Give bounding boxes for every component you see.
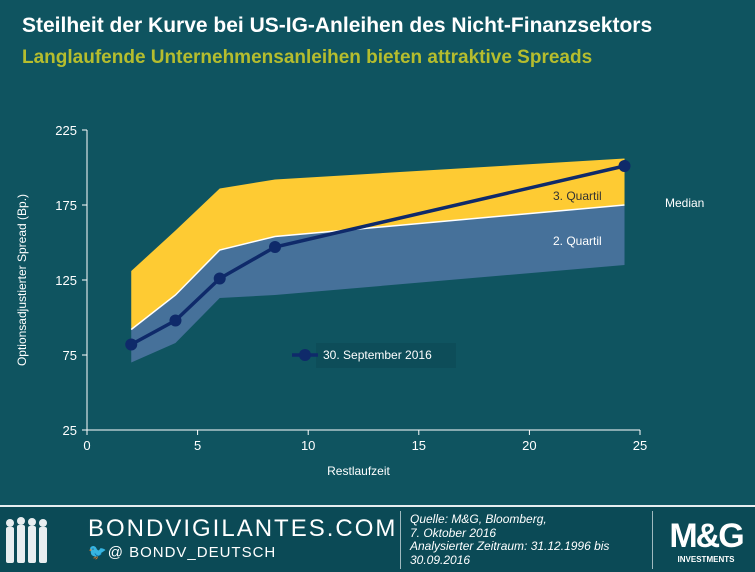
y-axis-title: Optionsadjustierter Spread (Bp.) [15,194,29,366]
x-tick-label: 25 [633,438,647,453]
data-point [618,160,631,172]
band-3rd-quartile [131,158,625,330]
divider [400,511,401,569]
chart-title: Steilheit der Kurve bei US-IG-Anleihen d… [22,14,653,37]
band-2nd-quartile [131,205,625,363]
x-tick-label: 5 [194,438,201,453]
chart-subtitle: Langlaufende Unternehmensanleihen bieten… [22,47,593,68]
twitter-handle[interactable]: 🐦@ BONDV_DEUTSCH [88,544,277,561]
x-tick-label: 0 [83,438,90,453]
y-tick-label: 125 [55,273,77,288]
divider [652,511,653,569]
x-axis-title: Restlaufzeit [327,464,390,478]
y-tick-label: 175 [55,198,77,213]
data-point [269,241,282,253]
label-3rd-quartile: 3. Quartil [553,189,602,203]
chart: 25 75 125 175 225 0 5 10 15 20 25 Restlaufzeit Optio… [15,123,704,478]
legend-label: 30. September 2016 [323,348,432,362]
data-point [125,338,138,351]
people-silhouette-icon [6,517,47,563]
data-point [169,314,182,327]
twitter-icon: 🐦 [88,544,108,561]
x-tick-label: 20 [522,438,536,453]
y-tick-label: 25 [63,423,77,438]
label-median: Median [665,196,704,210]
source-line: 30.09.2016 [410,552,471,567]
label-2nd-quartile: 2. Quartil [553,234,602,248]
svg-text:M&G: M&G [669,517,743,555]
median-line [130,204,625,331]
mg-logo: M&G INVESTMENTS [669,517,745,564]
website-link[interactable]: BONDVIGILANTES.COM [88,515,398,542]
svg-text:INVESTMENTS: INVESTMENTS [678,555,736,564]
source-line: Quelle: M&G, Bloomberg, [410,512,547,526]
y-tick-label: 75 [63,348,77,363]
y-tick-label: 225 [55,123,77,138]
footer: BONDVIGILANTES.COM 🐦@ BONDV_DEUTSCH Quel… [0,505,755,572]
data-point [213,272,226,285]
legend-marker [299,349,311,361]
source-line: 7. Oktober 2016 [410,525,497,540]
source-line: Analysierter Zeitraum: 31.12.1996 bis [410,539,610,553]
source-note: Quelle: M&G, Bloomberg, 7. Oktober 2016 … [410,512,610,567]
legend-box [316,343,456,368]
x-tick-label: 15 [412,438,426,453]
x-tick-label: 10 [301,438,315,453]
